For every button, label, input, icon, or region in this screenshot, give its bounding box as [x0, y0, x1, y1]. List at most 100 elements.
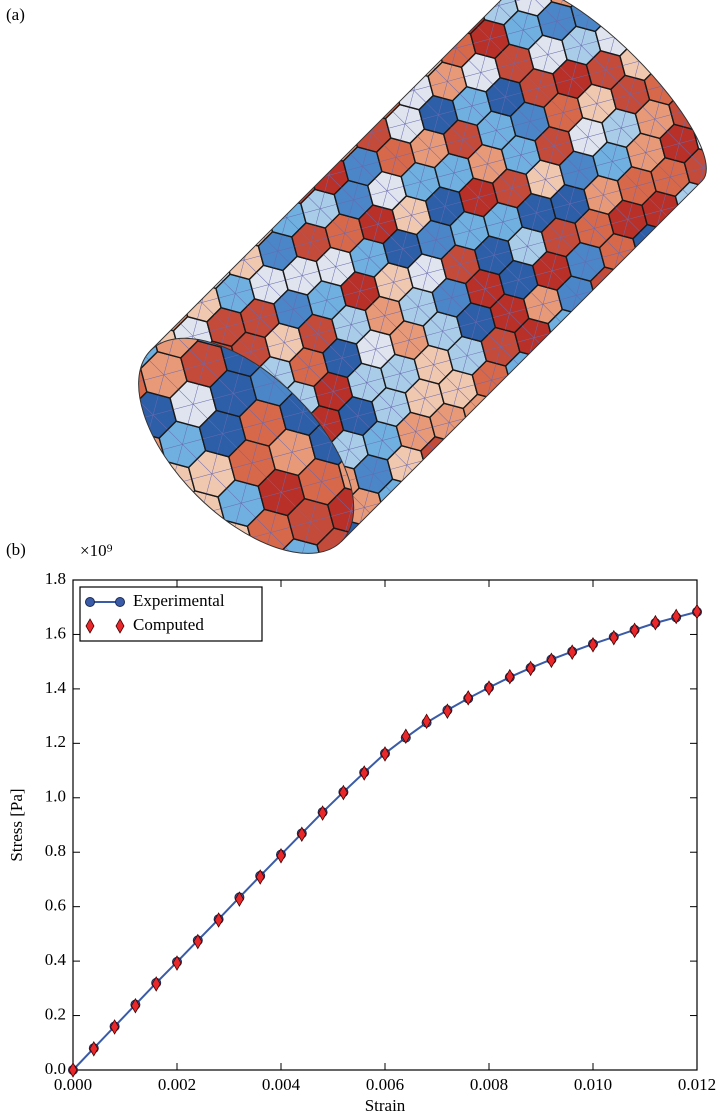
cell-facet [565, 203, 571, 221]
cell-facet [268, 268, 274, 285]
cell-facet [250, 351, 264, 364]
cell-facet [198, 256, 211, 270]
cell-facet [442, 81, 448, 98]
cell-facet [166, 287, 186, 307]
cell-facet [324, 420, 341, 426]
cell-facet [573, 249, 586, 263]
cell-facet [395, 157, 409, 170]
cell-facet [536, 212, 549, 226]
cell-facet [149, 360, 165, 376]
cell-facet [496, 113, 502, 131]
cell-facet [326, 283, 332, 301]
cell-facet [277, 602, 297, 622]
cell-facet [489, 34, 507, 40]
cell-facet [173, 403, 194, 410]
cell-facet [435, 235, 453, 241]
cell-facet [544, 237, 561, 243]
cell-facet [540, 20, 557, 26]
cell-facet [636, 169, 642, 187]
cell-facet [547, 54, 561, 67]
cell-facet [69, 382, 83, 396]
cell-facet [642, 106, 655, 120]
cell-facet [370, 190, 388, 196]
cell-facet [465, 14, 478, 27]
cell-facet [76, 377, 96, 397]
cell-facet [482, 163, 488, 181]
cell-facet [596, 103, 609, 116]
cell-facet [268, 279, 286, 285]
cell-facet [178, 275, 198, 295]
cell-facet [377, 281, 394, 287]
cell-facet [515, 0, 533, 2]
cell-facet [308, 362, 326, 368]
cell-facet [386, 174, 392, 191]
cell-facet [545, 174, 562, 180]
cell-facet [421, 352, 434, 365]
cell-facet [306, 242, 312, 259]
cell-facet [353, 415, 359, 433]
cell-facet [495, 346, 501, 364]
cell-facet [346, 166, 363, 171]
cell-facet [281, 472, 287, 493]
cell-facet [572, 74, 589, 80]
cell-facet [482, 408, 500, 414]
cell-facet [341, 187, 354, 200]
cell-facet [477, 255, 495, 260]
cell-facet [661, 193, 666, 211]
cell-facet [450, 127, 464, 140]
cell-facet [453, 2, 466, 15]
cell-facet [353, 183, 359, 200]
cell-facet [473, 38, 490, 44]
cell-facet [411, 431, 416, 449]
cell-facet [136, 455, 143, 475]
cell-facet [241, 214, 254, 227]
cell-facet [244, 259, 257, 273]
cell-facet [222, 428, 243, 434]
cell-facet [350, 540, 356, 542]
cell-facet [377, 207, 383, 225]
cell-facet [576, 45, 582, 63]
cell-facet [490, 209, 504, 223]
cell-facet [644, 210, 662, 216]
cell-facet [484, 346, 501, 352]
cell-facet [424, 381, 430, 399]
cell-facet [612, 161, 625, 174]
cell-facet [227, 393, 234, 414]
cell-facet [402, 244, 420, 249]
cell-facet [201, 297, 219, 303]
plot-frame [72, 579, 698, 1071]
cell-facet [348, 199, 354, 217]
cell-facet [440, 451, 457, 457]
cell-facet [193, 398, 213, 405]
cell-facet [408, 323, 414, 341]
cell-facet [458, 384, 475, 390]
cell-facet [279, 183, 296, 189]
cell-facet [568, 261, 586, 267]
cell-facet [238, 339, 251, 352]
cell-facet [373, 457, 378, 475]
cell-facet [281, 296, 294, 310]
cell-facet [368, 241, 374, 258]
cell-facet [527, 241, 544, 247]
cell-facet [277, 234, 283, 252]
cell-facet [286, 452, 293, 473]
cell-facet [647, 85, 664, 91]
cell-facet [211, 468, 232, 475]
cell-facet [529, 121, 543, 134]
cell-facet [406, 215, 412, 232]
cell-facet [598, 36, 615, 42]
cell-facet [218, 378, 234, 394]
cell-facet [437, 331, 443, 348]
y-tick-label: 0.4 [45, 950, 67, 969]
cell-facet [560, 220, 566, 238]
cell-facet [627, 219, 641, 232]
cell-facet [192, 384, 199, 405]
cell-facet [351, 324, 364, 337]
cell-facet [380, 99, 393, 112]
cell-facet [654, 114, 672, 120]
cell-facet [282, 217, 287, 235]
cell-facet [508, 142, 522, 156]
cell-facet [596, 98, 614, 104]
cell-facet [393, 265, 399, 283]
